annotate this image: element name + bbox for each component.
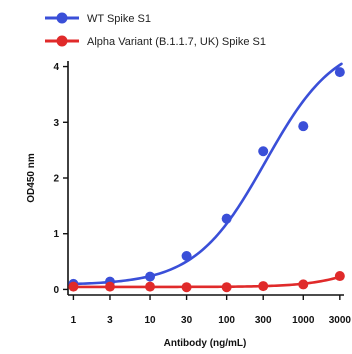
y-tick-label: 2: [53, 174, 59, 185]
y-tick-label: 4: [53, 62, 59, 73]
x-tick-label: 30: [181, 315, 193, 326]
legend: WT Spike S1 Alpha Variant (B.1.1.7, UK) S…: [45, 12, 266, 48]
data-point-series-2: [334, 271, 345, 282]
y-tick-label: 1: [53, 229, 59, 240]
legend-marker-series-2: [56, 35, 68, 47]
data-point-series-2: [221, 282, 232, 293]
x-tick-label: 1000: [292, 315, 315, 326]
data-point-series-1: [298, 121, 309, 132]
data-point-series-2: [104, 281, 115, 292]
x-axis-title: Antibody (ng/mL): [164, 338, 247, 349]
fit-curves: [70, 62, 343, 289]
data-point-series-1: [181, 251, 192, 261]
legend-marker-series-1: [56, 12, 68, 24]
x-tick-label: 3000: [329, 315, 352, 326]
data-point-series-2: [258, 281, 269, 292]
data-point-series-1: [334, 67, 345, 78]
data-point-series-2: [68, 281, 79, 292]
x-tick-label: 300: [255, 315, 272, 326]
data-point-series-2: [298, 279, 309, 290]
axes: 0 1 2 3 4 1 3 10 30 100 300 1000 3000: [53, 61, 351, 326]
x-tick-label: 1: [71, 315, 77, 326]
x-tick-label: 3: [107, 315, 113, 326]
data-point-series-1: [145, 271, 156, 282]
legend-label-series-1: WT Spike S1: [87, 13, 151, 25]
x-tick-label: 10: [144, 315, 156, 326]
x-tick-label: 100: [218, 315, 235, 326]
y-tick-label: 0: [53, 285, 59, 296]
fit-curve-series-1: [70, 62, 343, 286]
fit-curve-series-2: [70, 275, 343, 289]
data-point-series-2: [145, 281, 156, 292]
data-point-series-1: [258, 146, 269, 157]
data-point-series-2: [181, 282, 192, 293]
y-axis-title: OD450 nm: [26, 153, 37, 203]
legend-label-series-2: Alpha Variant (B.1.1.7, UK) Spike S1: [87, 36, 266, 48]
y-tick-label: 3: [53, 118, 59, 129]
data-points: [68, 67, 345, 293]
data-point-series-1: [221, 213, 232, 224]
